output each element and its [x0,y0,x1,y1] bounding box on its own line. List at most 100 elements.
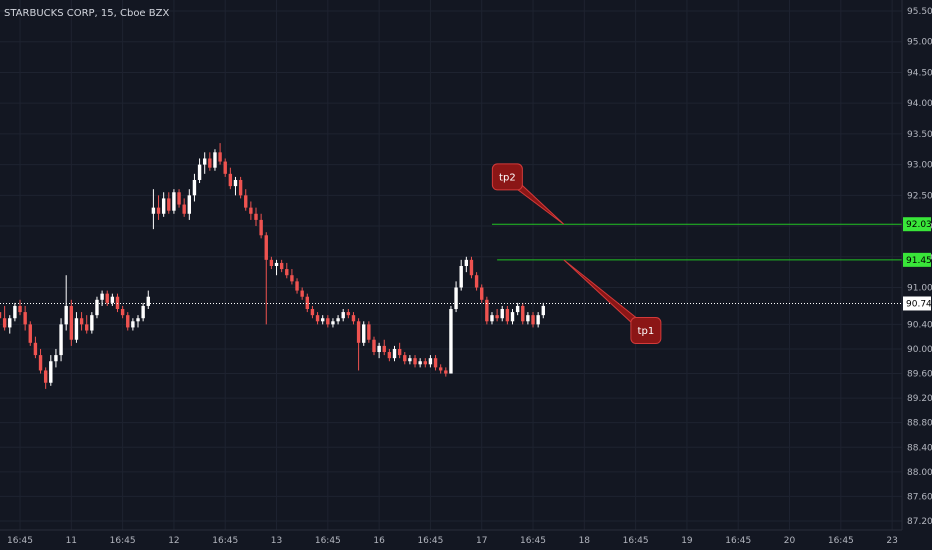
candle-body [115,296,120,310]
x-axis[interactable]: 16:45 11 16:45 12 16:45 13 16:45 16 16:45 17 16:45… [7,536,898,546]
candle-body [105,293,109,303]
candle [480,284,484,303]
candle [8,315,12,334]
candle-body [161,198,166,214]
candle-body [223,161,227,174]
candle [485,296,489,325]
candle-body [418,361,422,365]
candle [172,189,176,214]
candle-body [23,312,27,325]
candle-body [315,315,320,322]
candle-body [120,309,125,316]
candle [218,143,222,165]
candle [362,321,366,346]
candle [49,355,53,386]
x-tick-label: 16 [373,536,385,546]
candle [423,358,427,368]
candle-body [541,305,545,316]
candle-body [141,305,145,319]
candle-body [244,195,248,208]
candle-body [300,290,304,297]
candle-body [531,315,535,325]
candle [249,201,253,220]
candle [336,315,340,325]
candle-body [367,324,371,340]
candle [136,315,140,328]
candle [474,272,479,291]
candle [285,262,289,279]
candle [156,195,161,220]
candle [213,149,217,171]
candle [290,269,294,285]
candle-body [151,207,156,214]
callout-box [630,317,662,345]
candles-layer [0,143,545,389]
candle [464,256,469,273]
candle [331,318,335,328]
target-price-badge: 91.45 [903,252,932,267]
candle [95,296,99,319]
candle-body [131,321,135,328]
candle [449,305,453,374]
candle [505,305,510,325]
candle [18,299,22,316]
x-tick-label: 23 [886,536,897,546]
candle [356,318,361,371]
candle [531,312,535,328]
candle [315,312,320,325]
x-tick-label: 16:45 [212,536,238,546]
candle-body [444,370,448,374]
candle-body [264,235,268,260]
candle-body [469,259,474,276]
candle [469,256,474,279]
candle-body [254,213,258,220]
candle [85,315,89,334]
candle [428,355,433,368]
candle-body [500,309,504,319]
candle-body [182,204,186,214]
candle-body [397,348,402,356]
candle-body [13,305,17,319]
y-tick-label: 87.60 [907,492,932,502]
candle-body [387,352,392,359]
candle-body [454,287,458,310]
candle-body [377,345,381,353]
candle [167,192,171,214]
candle [269,256,274,270]
candle-body [279,262,284,270]
candle [310,305,315,319]
candle [408,355,412,365]
y-tick-label: 89.60 [907,370,932,380]
x-tick-label: 18 [579,536,591,546]
y-tick-label: 88.80 [907,419,932,429]
callout-tp2[interactable]: tp2 [491,163,565,225]
candle [495,309,499,322]
price-badges: 92.03 91.45 90.74 [903,217,932,311]
candle-body [285,269,289,276]
callout-tp1[interactable]: tp1 [563,259,662,345]
candle [187,189,192,220]
candle [536,312,540,328]
candle-body [90,315,94,331]
target-badge-label: 91.45 [906,256,932,266]
candle-body [526,315,530,322]
y-tick-label: 94.00 [907,99,932,109]
candle-body [372,339,376,353]
x-tick-label: 17 [476,536,487,546]
annotations-layer: tp2 tp1 [491,163,662,345]
candle [177,189,181,208]
candle [459,259,463,291]
candle-body [428,358,433,365]
candle [115,293,120,313]
candle [300,287,304,300]
candle-body [167,198,171,211]
candle-body [510,312,515,322]
candle [223,158,227,177]
candle [90,312,94,334]
candle-body [85,324,89,331]
candle-body [474,275,479,288]
candle-body [2,318,7,328]
y-tick-label: 88.00 [907,468,932,478]
candle-body [172,192,176,211]
